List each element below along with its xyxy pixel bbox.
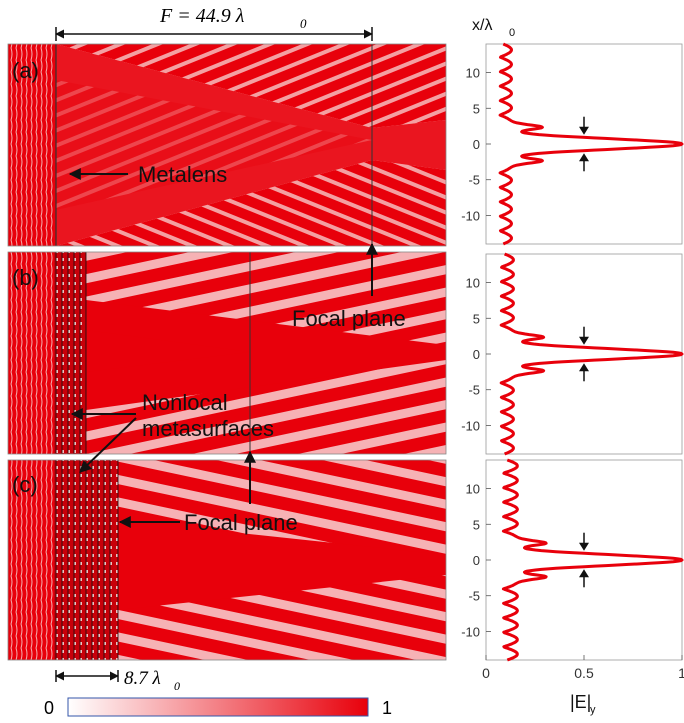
nonlocal-label-1: Nonlocal (142, 390, 228, 415)
x-axis-label-sub: y (590, 704, 596, 716)
y-tick-label: 10 (466, 482, 480, 497)
y-tick-label: 5 (473, 517, 480, 532)
y-tick-label: 5 (473, 311, 480, 326)
y-tick-label: 10 (466, 276, 480, 291)
fwhm-arrowhead-up (579, 153, 589, 162)
profile-curve-c (501, 458, 684, 662)
y-tick-label: 5 (473, 101, 480, 116)
focal-length-label: F = 44.9 λ (159, 5, 245, 27)
metalens-label: Metalens (138, 162, 227, 187)
plot-frame-a (485, 43, 683, 245)
y-tick-label: -5 (468, 589, 480, 604)
colorbar-min-label: 0 (44, 698, 54, 718)
fwhm-arrowhead-up (579, 569, 589, 578)
metalens-annotation: Metalens (68, 162, 227, 187)
focal-length-dimension: F = 44.9 λ 0 (55, 5, 373, 41)
colorbar: 0 1 (44, 697, 392, 718)
plot-frame-c (485, 459, 683, 661)
thickness-dimension: 8.7 λ 0 (55, 668, 180, 693)
field-profile-plots: 10 5 0 -5 -10 x/λ 0 10 5 0 -5 -10 10 5 0 -5 -10 0 0.5 1 |E|y (461, 17, 684, 716)
x-axis-label: |E| (570, 692, 591, 712)
fwhm-arrowhead-down (579, 126, 589, 135)
nonlocal-label-2: metasurfaces (142, 416, 274, 441)
focal-plane-annotation-1: Focal plane (292, 242, 406, 331)
thickness-label: 8.7 λ (124, 668, 161, 689)
focal-plane-label-1: Focal plane (292, 306, 406, 331)
y-tick-label: -5 (468, 383, 480, 398)
thickness-sub: 0 (174, 679, 180, 693)
y-axis-label-sub: 0 (509, 27, 515, 39)
y-tick-label: 10 (466, 66, 480, 81)
panel-label-b: (b) (12, 265, 39, 290)
y-tick-label: 0 (473, 347, 480, 362)
colorbar-max-label: 1 (382, 698, 392, 718)
y-tick-label: -10 (461, 208, 480, 223)
plot-frame-b (485, 253, 683, 455)
focal-plane-annotation-2: Focal plane (118, 450, 298, 535)
fwhm-arrowhead-down (579, 336, 589, 345)
fwhm-arrowhead-down (579, 542, 589, 551)
y-tick-label: -10 (461, 418, 480, 433)
x-tick-label: 0 (482, 665, 490, 681)
fwhm-arrowhead-up (579, 363, 589, 372)
x-tick-label: 0.5 (574, 665, 594, 681)
y-tick-label: 0 (473, 553, 480, 568)
panel-label-c: (c) (12, 472, 38, 497)
nonlocal-annotation: Nonlocal metasurfaces (70, 390, 274, 473)
field-map-c (8, 460, 446, 660)
y-tick-label: 0 (473, 137, 480, 152)
y-tick-label: -10 (461, 624, 480, 639)
profile-curve-a (498, 42, 684, 246)
x-tick-label: 1 (678, 665, 684, 681)
focal-length-sub: 0 (300, 16, 307, 31)
y-axis-label: x/λ (472, 17, 492, 34)
profile-curve-b (499, 252, 684, 456)
focal-plane-label-2: Focal plane (184, 510, 298, 535)
field-map-a (8, 44, 446, 246)
panel-label-a: (a) (12, 58, 39, 83)
y-tick-label: -5 (468, 173, 480, 188)
